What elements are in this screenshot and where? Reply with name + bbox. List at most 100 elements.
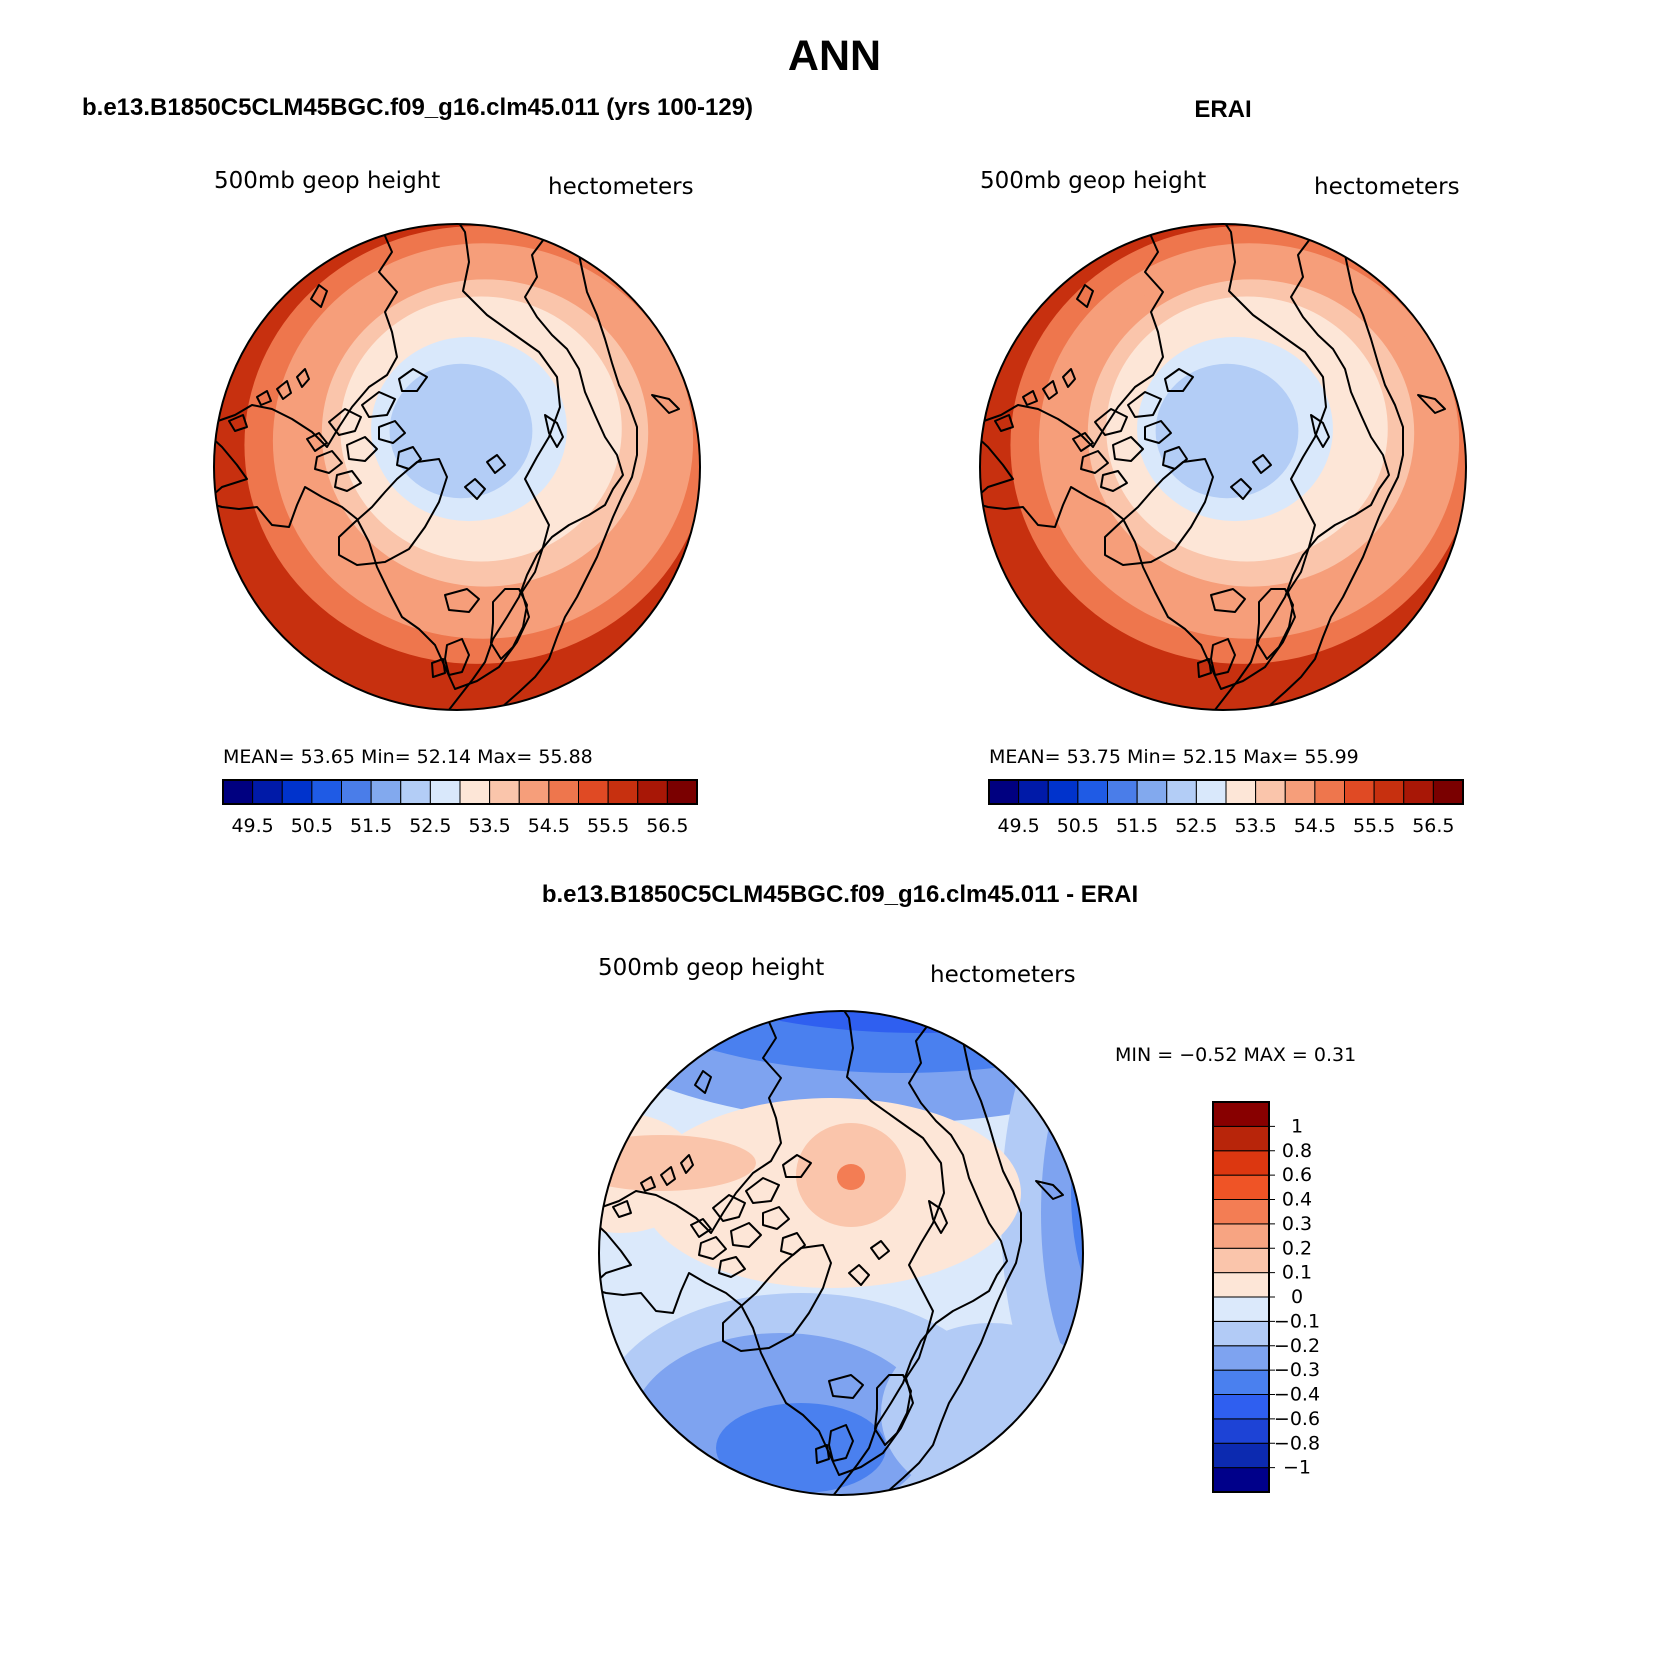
field-band xyxy=(837,1164,865,1190)
colorbar-swatch xyxy=(1255,779,1286,805)
colorbar-frame xyxy=(988,779,1464,805)
colorbar-frame xyxy=(222,779,698,805)
colorbar-swatch xyxy=(489,779,520,805)
panel-3-stats: MIN = −0.52 MAX = 0.31 xyxy=(1115,1044,1356,1066)
colorbar-tick-label: 0 xyxy=(1291,1286,1303,1308)
colorbar-tick-label: 49.5 xyxy=(997,815,1039,837)
colorbar-tick-label: 0.6 xyxy=(1282,1164,1312,1186)
colorbar-swatch xyxy=(341,779,372,805)
colorbar-swatch xyxy=(1107,779,1138,805)
map-border xyxy=(598,1010,1084,1496)
field-band xyxy=(1155,363,1299,499)
colorbar-tick-label: −0.2 xyxy=(1274,1335,1320,1357)
colorbar-swatch xyxy=(1212,1467,1270,1493)
colorbar-tick-label: −0.3 xyxy=(1274,1359,1320,1381)
colorbar-swatch xyxy=(548,779,579,805)
colorbar-swatch xyxy=(1212,1442,1270,1469)
panel-1-units: hectometers xyxy=(548,174,694,200)
colorbar-swatch xyxy=(1212,1223,1270,1249)
colorbar-tick-label: −0.6 xyxy=(1274,1408,1320,1430)
panel-3-units: hectometers xyxy=(930,962,1076,988)
colorbar-swatch xyxy=(252,779,283,805)
colorbar-swatch xyxy=(1212,1369,1270,1395)
colorbar-swatch xyxy=(1166,779,1197,805)
colorbar-tick-label: 50.5 xyxy=(291,815,333,837)
panel-3-colorbar: 1 0.80.6 0.40.30.2 0.10−0.1 −0.2−0.3 −0.4−0.6… xyxy=(1212,1101,1320,1493)
map-border xyxy=(213,223,701,711)
colorbar-swatch xyxy=(1212,1296,1270,1322)
colorbar-swatch xyxy=(578,779,609,805)
field-band xyxy=(881,1323,1083,1495)
colorbar-swatch xyxy=(311,779,342,805)
colorbar-swatch xyxy=(222,779,254,805)
colorbar-tick-label: 53.5 xyxy=(1234,815,1276,837)
colorbar-swatch xyxy=(1212,1247,1270,1274)
colorbar-tick-label: 0.3 xyxy=(1282,1213,1312,1235)
colorbar-tick-label: −1 xyxy=(1283,1457,1311,1479)
colorbar-swatch xyxy=(1225,779,1257,805)
colorbar-swatch xyxy=(666,779,698,805)
colorbar-swatch xyxy=(1284,779,1316,805)
panel-1 xyxy=(213,223,701,711)
colorbar-tick-label: 49.5 xyxy=(231,815,273,837)
field-band xyxy=(599,1011,1083,1123)
panel-1-variable: 500mb geop height xyxy=(214,168,440,194)
colorbar-swatch xyxy=(1212,1199,1270,1225)
colorbar-swatch xyxy=(1077,779,1108,805)
colorbar-tick-label: 56.5 xyxy=(646,815,688,837)
colorbar-swatch xyxy=(429,779,461,805)
colorbar-swatch xyxy=(607,779,639,805)
colorbar-swatch xyxy=(1212,1101,1270,1127)
map-field xyxy=(214,224,700,710)
map-field xyxy=(980,224,1466,710)
panel-1-title: b.e13.B1850C5CLM45BGC.f09_g16.clm45.011 … xyxy=(82,94,753,121)
colorbar-swatch xyxy=(988,779,1020,805)
field-band xyxy=(389,363,533,499)
colorbar-tick-label: −0.1 xyxy=(1274,1310,1320,1332)
colorbar-tick-label: 0.2 xyxy=(1282,1237,1312,1259)
field-band xyxy=(716,1403,886,1493)
panel-1-stats: MEAN= 53.65 Min= 52.14 Max= 55.88 xyxy=(223,746,593,768)
colorbar-tick-label: 52.5 xyxy=(1175,815,1217,837)
colorbar-tick-label: 51.5 xyxy=(1116,815,1158,837)
colorbar-swatch xyxy=(1212,1418,1270,1444)
panel-2 xyxy=(979,223,1467,711)
colorbar-swatch xyxy=(1212,1125,1270,1152)
colorbar-swatch xyxy=(1212,1150,1270,1176)
panel-2-variable: 500mb geop height xyxy=(980,168,1206,194)
colorbar-tick-label: 0.1 xyxy=(1282,1262,1312,1284)
colorbar-swatch xyxy=(518,779,550,805)
colorbar-tick-label: 54.5 xyxy=(1294,815,1336,837)
field-band xyxy=(1041,1013,1083,1413)
colorbar-swatch xyxy=(281,779,313,805)
colorbar-swatch xyxy=(1344,779,1375,805)
colorbar-swatch xyxy=(459,779,491,805)
colorbar-swatch xyxy=(1195,779,1227,805)
colorbar-tick-label: 0.4 xyxy=(1282,1189,1312,1211)
panel-2-units: hectometers xyxy=(1314,174,1460,200)
main-title: ANN xyxy=(788,32,881,80)
colorbar-tick-label: −0.4 xyxy=(1274,1384,1320,1406)
colorbar-swatch xyxy=(1432,779,1464,805)
colorbar-swatch xyxy=(1212,1272,1270,1298)
field-band xyxy=(599,1135,756,1191)
colorbar-swatch xyxy=(1373,779,1405,805)
panel-1-colorbar: 49.5 50.5 51.5 52.5 53.5 54.5 55.5 56.5 xyxy=(222,779,698,837)
colorbar-swatch xyxy=(637,779,668,805)
colorbar-swatch xyxy=(1212,1174,1270,1200)
colorbar-tick-label: 52.5 xyxy=(409,815,451,837)
panel-3-variable: 500mb geop height xyxy=(598,955,824,981)
colorbar-swatch xyxy=(1018,779,1049,805)
colorbar-swatch xyxy=(400,779,431,805)
colorbar-tick-label: 56.5 xyxy=(1412,815,1454,837)
panel-2-colorbar: 49.5 50.5 51.5 52.5 53.5 54.5 55.5 56.5 xyxy=(988,779,1464,837)
colorbar-tick-label: 0.8 xyxy=(1282,1140,1312,1162)
colorbar-tick-label: 51.5 xyxy=(350,815,392,837)
field-band xyxy=(1071,1043,1083,1343)
panel-3-title: b.e13.B1850C5CLM45BGC.f09_g16.clm45.011 … xyxy=(542,881,1138,908)
panel-2-title: ERAI xyxy=(1194,96,1251,123)
map-border xyxy=(979,223,1467,711)
colorbar-swatch xyxy=(1212,1345,1270,1371)
colorbar-tick-label: 53.5 xyxy=(468,815,510,837)
colorbar-swatch xyxy=(1212,1394,1270,1420)
